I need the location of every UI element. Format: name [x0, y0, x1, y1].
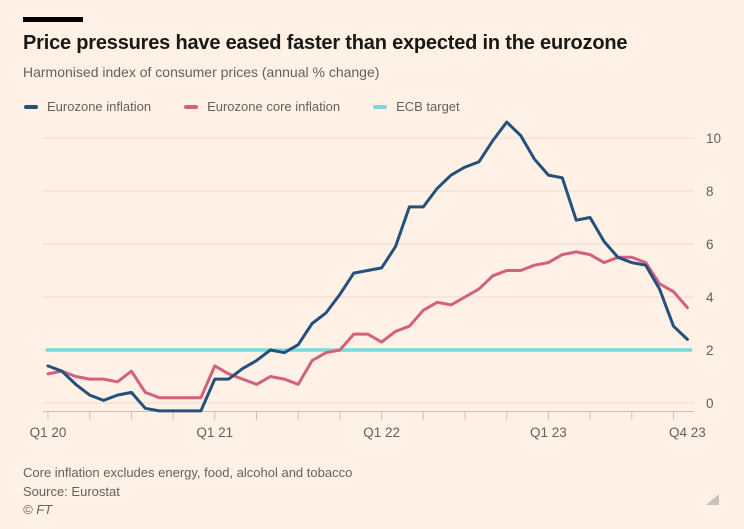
svg-text:8: 8: [706, 184, 714, 199]
chart-svg: 0 2 4 6 8 10 Q1 20 Q1 21 Q1 22 Q1 23 Q4 23: [30, 120, 721, 440]
svg-text:Q4 23: Q4 23: [669, 425, 706, 440]
legend-item-eurozone-inflation: Eurozone inflation: [24, 99, 151, 114]
chart-footer: Core inflation excludes energy, food, al…: [23, 464, 724, 520]
chart-legend: Eurozone inflation Eurozone core inflati…: [24, 99, 460, 114]
svg-text:0: 0: [706, 396, 714, 411]
svg-text:Q1 23: Q1 23: [530, 425, 567, 440]
svg-text:4: 4: [706, 290, 714, 305]
resize-handle-icon[interactable]: [706, 494, 719, 505]
svg-text:6: 6: [706, 237, 714, 252]
svg-text:Q1 21: Q1 21: [196, 425, 233, 440]
svg-text:Q1 20: Q1 20: [30, 425, 67, 440]
legend-item-ecb-target: ECB target: [373, 99, 460, 114]
legend-label: ECB target: [396, 99, 460, 114]
ft-copyright: © FT: [23, 502, 53, 518]
legend-label: Eurozone inflation: [47, 99, 152, 114]
chart-subtitle: Harmonised index of consumer prices (ann…: [23, 64, 380, 80]
page-title: Price pressures have eased faster than e…: [23, 32, 628, 54]
legend-item-eurozone-core-inflation: Eurozone core inflation: [184, 99, 340, 114]
legend-swatch-pink: [184, 104, 199, 109]
legend-swatch-cyan: [373, 104, 388, 109]
ft-accent-bar: [23, 17, 83, 22]
legend-swatch-blue: [24, 104, 38, 109]
legend-label: Eurozone core inflation: [207, 99, 341, 114]
svg-text:Q1 22: Q1 22: [363, 425, 400, 440]
line-chart: 0 2 4 6 8 10 Q1 20 Q1 21 Q1 22 Q1 23 Q4 23: [0, 115, 744, 449]
footnote: Core inflation excludes energy, food, al…: [23, 465, 353, 480]
svg-text:2: 2: [706, 343, 714, 358]
source-line: Source: Eurostat: [23, 483, 120, 499]
svg-text:10: 10: [706, 131, 721, 146]
